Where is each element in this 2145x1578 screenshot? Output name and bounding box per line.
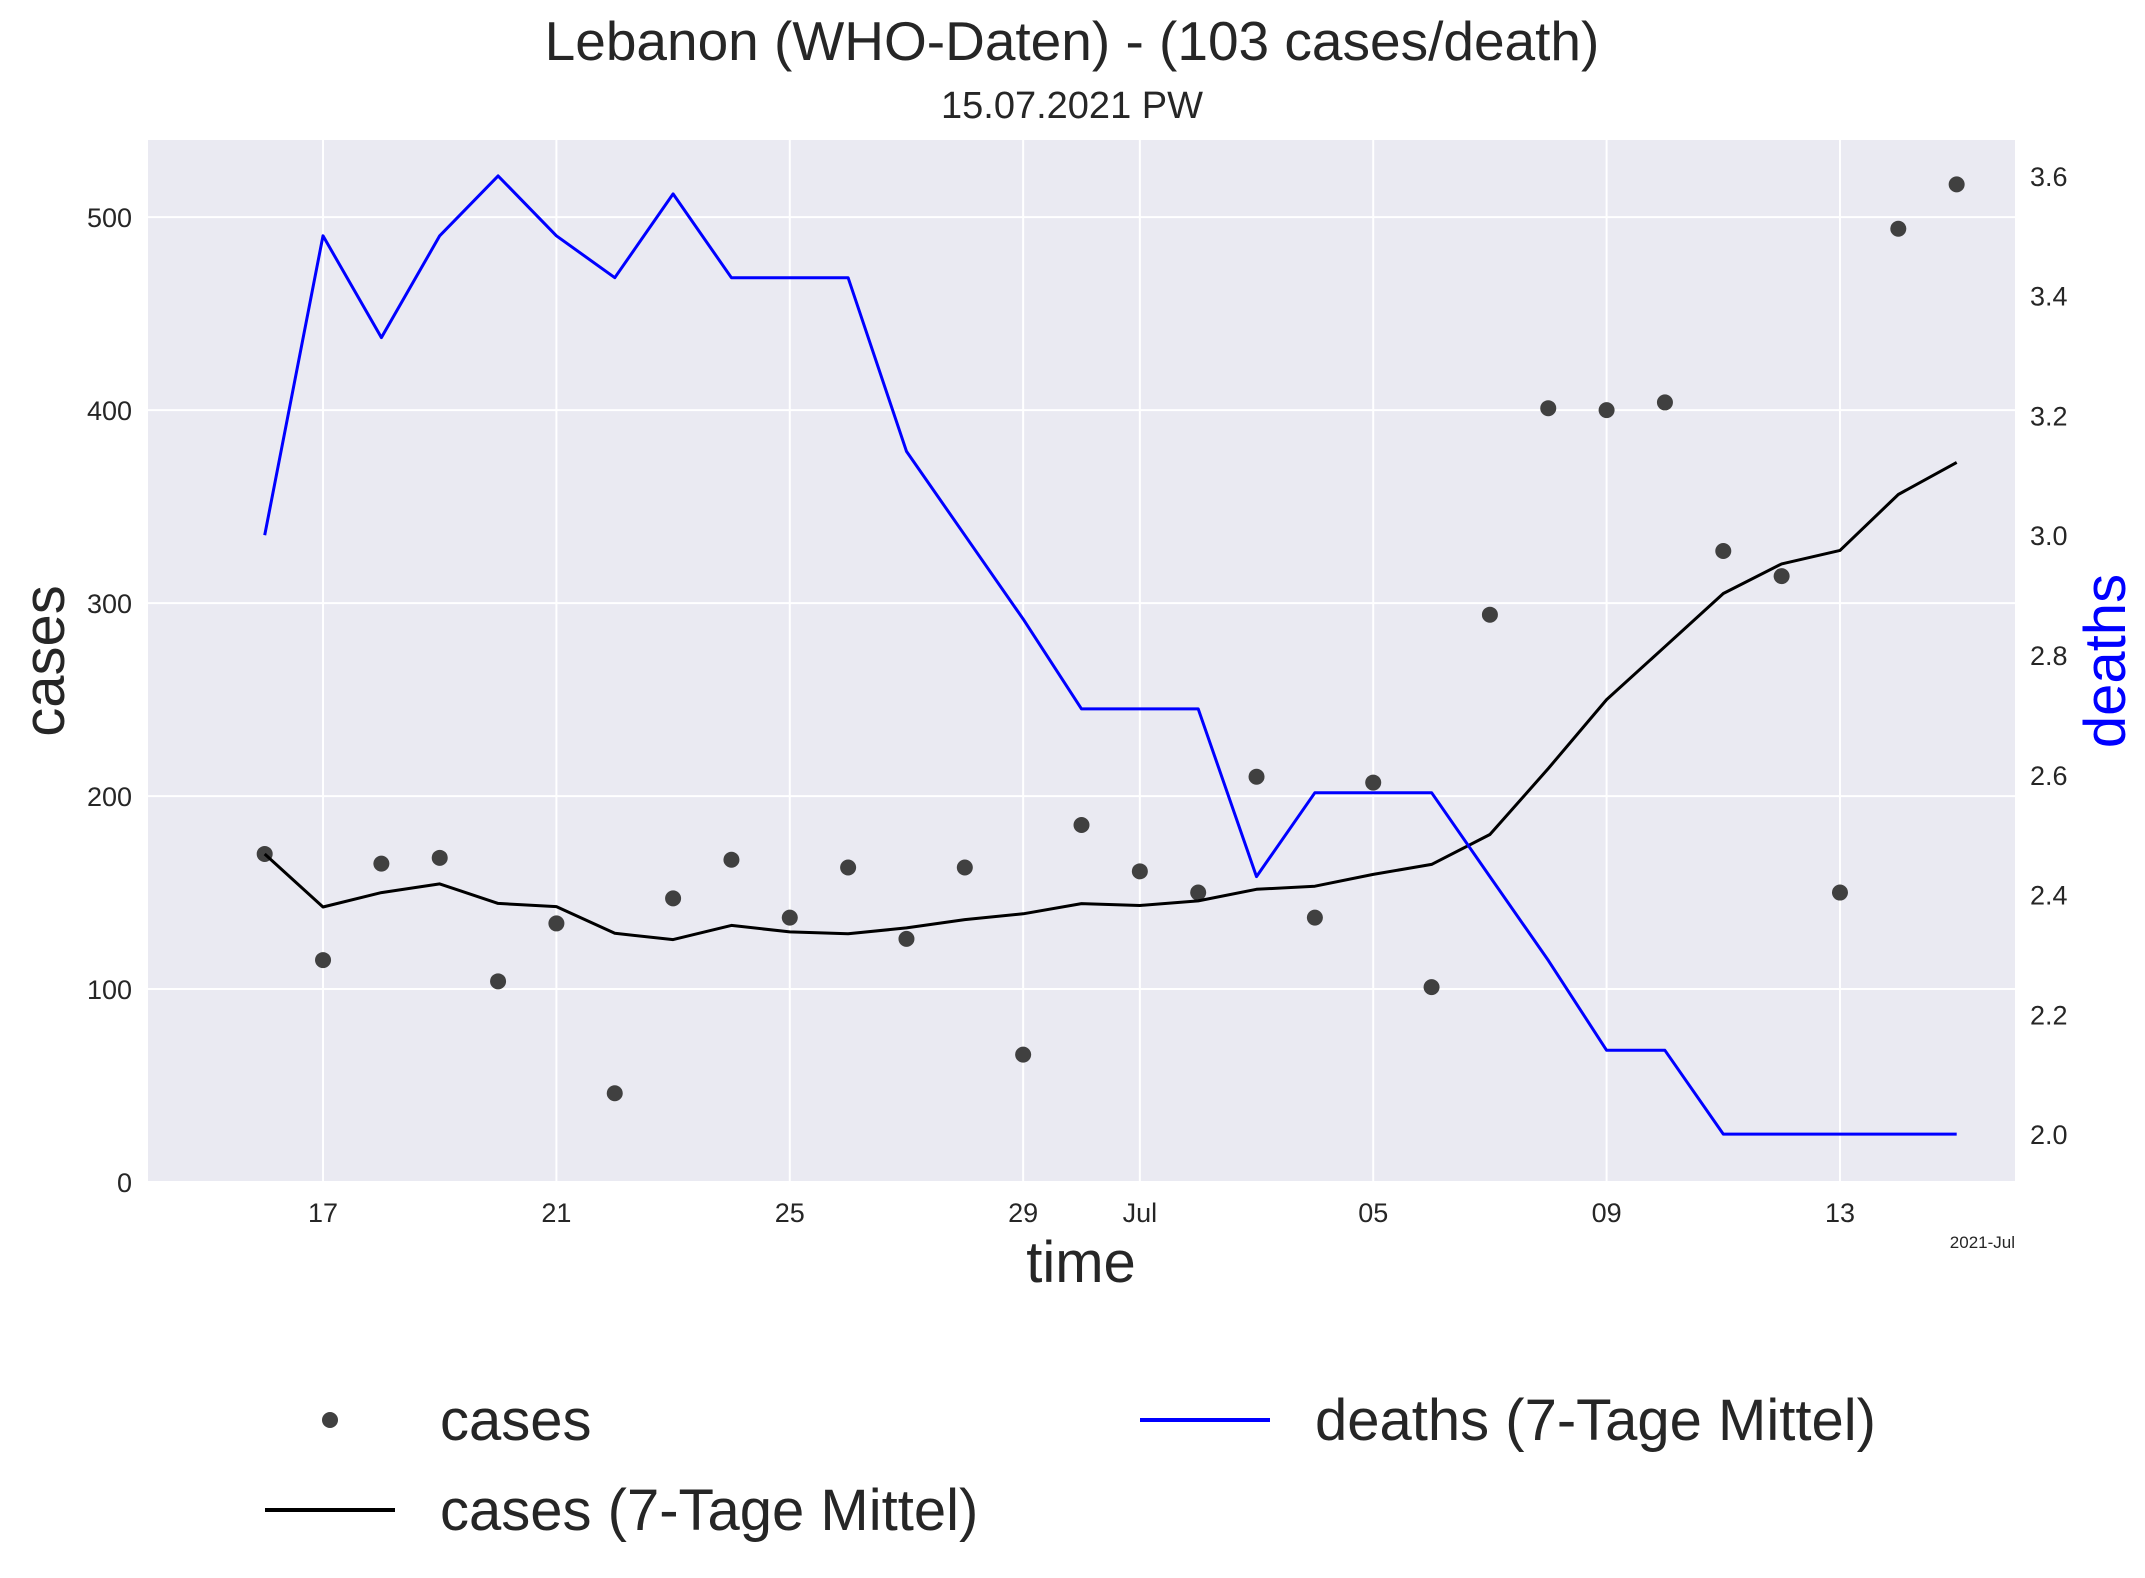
cases-point xyxy=(548,915,565,932)
cases-point xyxy=(1773,568,1790,585)
cases-point xyxy=(315,952,332,969)
cases-point xyxy=(606,1085,623,1102)
y-tick-label: 500 xyxy=(87,203,132,233)
y2-tick-label: 2.8 xyxy=(2030,641,2068,671)
cases-point xyxy=(1073,817,1090,834)
cases-avg-line xyxy=(263,461,1958,942)
cases-point xyxy=(1248,768,1265,785)
legend-label-deaths-avg: deaths (7-Tage Mittel) xyxy=(1315,1388,1876,1453)
y-tick-label: 0 xyxy=(117,1168,132,1198)
x-offset-label: 2021-Jul xyxy=(1950,1233,2015,1252)
y2-tick-label: 2.6 xyxy=(2030,761,2068,791)
y-tick-label: 200 xyxy=(87,782,132,812)
y2-axis-label: deaths xyxy=(2073,574,2138,748)
legend-marker-cases xyxy=(322,1412,338,1428)
y-tick-label: 300 xyxy=(87,589,132,619)
cases-point xyxy=(1948,176,1965,193)
cases-point xyxy=(1423,979,1440,996)
legend: cases cases (7-Tage Mittel) deaths (7-Ta… xyxy=(265,1388,1876,1543)
x-tick-label: 17 xyxy=(308,1198,338,1228)
cases-point xyxy=(1190,884,1207,901)
y2-tick-label: 3.4 xyxy=(2030,282,2068,312)
chart-title: Lebanon (WHO-Daten) - (103 cases/death) xyxy=(545,10,1600,72)
legend-label-cases-avg: cases (7-Tage Mittel) xyxy=(440,1478,978,1543)
x-tick-label: Jul xyxy=(1123,1198,1158,1228)
x-tick-label: 21 xyxy=(541,1198,571,1228)
cases-point xyxy=(1365,774,1382,791)
legend-label-cases: cases xyxy=(440,1388,592,1453)
y2-tick-label: 2.0 xyxy=(2030,1120,2068,1150)
deaths-avg-line xyxy=(263,174,1957,1136)
x-tick-label: 25 xyxy=(775,1198,805,1228)
cases-point xyxy=(956,859,973,876)
cases-point xyxy=(431,849,448,866)
cases-point xyxy=(781,909,798,926)
cases-point xyxy=(898,930,915,947)
cases-point xyxy=(490,973,507,990)
plot-area xyxy=(148,140,2015,1182)
cases-point xyxy=(1481,606,1498,623)
cases-point xyxy=(840,859,857,876)
y-tick-label: 100 xyxy=(87,975,132,1005)
grid-lines xyxy=(148,140,2015,1183)
x-tick-label: 13 xyxy=(1825,1198,1855,1228)
y2-tick-labels: 2.0 2.2 2.4 2.6 2.8 3.0 3.2 3.4 3.6 xyxy=(2030,162,2068,1150)
y-tick-labels: 0 100 200 300 400 500 xyxy=(87,203,132,1198)
cases-point xyxy=(723,851,740,868)
cases-point xyxy=(665,890,682,907)
cases-point xyxy=(1306,909,1323,926)
cases-point xyxy=(1656,394,1673,411)
cases-point xyxy=(1015,1046,1032,1063)
y2-tick-label: 3.2 xyxy=(2030,401,2068,431)
y2-tick-label: 3.0 xyxy=(2030,521,2068,551)
y2-tick-label: 2.4 xyxy=(2030,881,2068,911)
chart-subtitle: 15.07.2021 PW xyxy=(941,85,1203,127)
x-tick-labels: 17 21 25 29 Jul 05 09 13 xyxy=(308,1198,1855,1228)
x-tick-label: 05 xyxy=(1358,1198,1388,1228)
cases-point xyxy=(1715,543,1732,560)
cases-point xyxy=(1890,220,1907,237)
series-layer xyxy=(256,174,1965,1136)
y2-tick-label: 3.6 xyxy=(2030,162,2068,192)
cases-point xyxy=(1540,400,1557,417)
y-tick-label: 400 xyxy=(87,396,132,426)
cases-point xyxy=(1598,402,1615,419)
cases-point xyxy=(1831,884,1848,901)
y-axis-label: cases xyxy=(12,585,77,737)
x-tick-label: 09 xyxy=(1592,1198,1622,1228)
cases-point xyxy=(1131,863,1148,880)
x-tick-label: 29 xyxy=(1008,1198,1038,1228)
y2-tick-label: 2.2 xyxy=(2030,1000,2068,1030)
cases-point xyxy=(373,855,390,872)
x-axis-label: time xyxy=(1026,1230,1136,1295)
